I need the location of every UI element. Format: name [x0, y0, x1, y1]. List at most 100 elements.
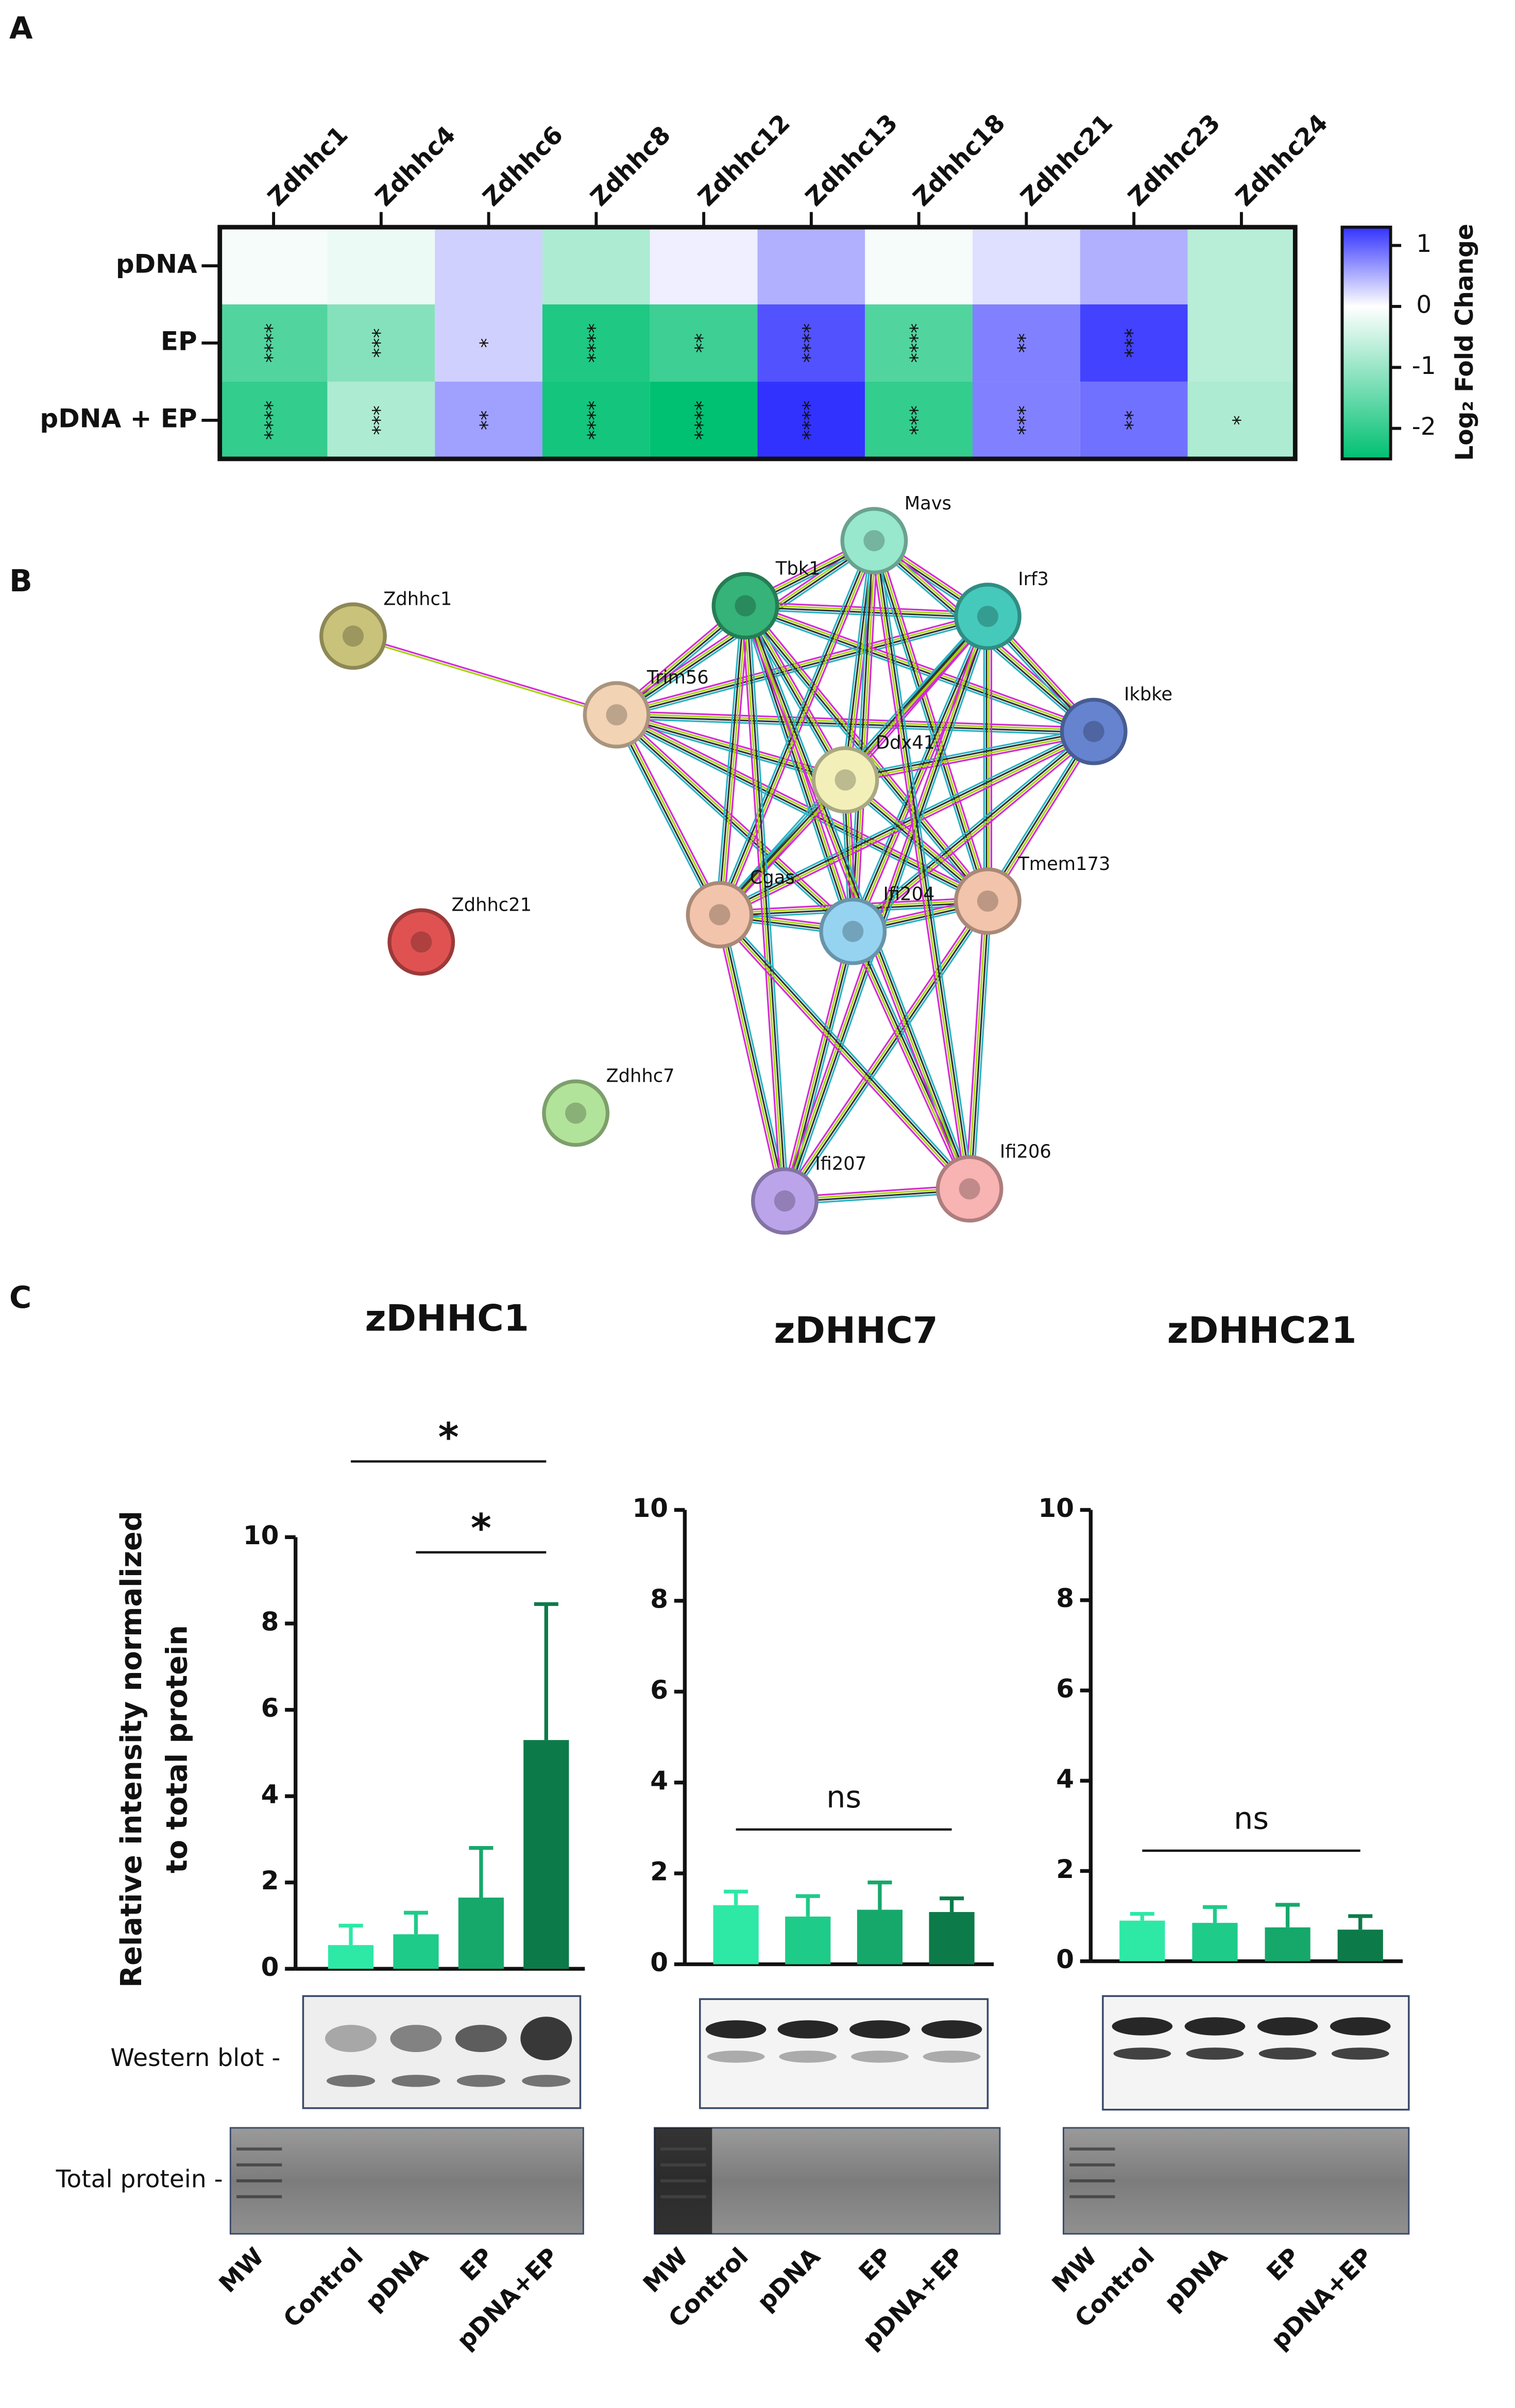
- heatmap-cell: [542, 381, 650, 459]
- error-bar: [469, 1846, 493, 1898]
- comparison-label: ns: [826, 1779, 861, 1815]
- error-bar: [534, 1602, 558, 1740]
- network-edge: [745, 605, 972, 1189]
- heatmap-cell: [1080, 304, 1188, 382]
- heatmap-cell: [435, 381, 542, 459]
- heatmap-cell: [219, 304, 328, 382]
- heatmap-cell: [327, 381, 435, 459]
- y-tick-label: 6: [261, 1693, 279, 1723]
- heatmap-cell: [435, 227, 542, 304]
- lane-label: Control: [278, 2243, 369, 2333]
- heatmap-cell: [1187, 227, 1296, 304]
- blot-band: [1113, 2047, 1171, 2060]
- network-edge: [743, 606, 969, 1190]
- network-edge: [721, 734, 1096, 919]
- lane-label: EP: [854, 2243, 898, 2287]
- network-edge: [743, 606, 785, 1201]
- y-tick-label: 8: [1056, 1583, 1074, 1613]
- network-edge: [870, 541, 967, 1190]
- column-label: Zdhhc1: [263, 121, 354, 212]
- network-edge: [618, 711, 856, 930]
- bar: [328, 1945, 374, 1969]
- y-tick-label: 10: [1038, 1493, 1074, 1523]
- network-edge: [874, 540, 972, 1189]
- network-edge: [720, 914, 787, 1201]
- network-edge: [617, 713, 855, 931]
- network-edge: [715, 915, 782, 1202]
- network-edge: [720, 731, 1095, 917]
- significance-label: ****: [799, 401, 822, 440]
- error-bar: [1275, 1903, 1300, 1927]
- network-edge: [787, 902, 992, 1204]
- panel-letter: A: [9, 10, 33, 46]
- bar: [458, 1898, 504, 1969]
- heatmap-cell: [757, 227, 865, 304]
- heatmap-cell: [542, 304, 650, 382]
- blot-band: [921, 2020, 982, 2039]
- network-edge: [615, 715, 853, 933]
- western-blot: [699, 1998, 989, 2109]
- significance-label: **: [1122, 411, 1145, 430]
- network-edge: [615, 612, 988, 712]
- column-label: Zdhhc12: [693, 109, 796, 212]
- blot-band: [456, 2075, 505, 2087]
- network-edge: [716, 916, 968, 1192]
- network-edge: [353, 634, 618, 715]
- error-bar: [1348, 1914, 1373, 1930]
- network-edge: [872, 540, 969, 1189]
- network-edge: [619, 712, 724, 914]
- network-edge: [972, 901, 993, 1189]
- heatmap-cell: [973, 227, 1080, 304]
- colorbar-tick-label: 0: [1416, 291, 1432, 319]
- significance-label: *: [476, 338, 499, 348]
- network-edge: [844, 727, 1094, 777]
- bar: [1265, 1927, 1310, 1961]
- node-label: Cgas: [750, 867, 795, 888]
- heatmap-cell: [865, 304, 973, 382]
- column-label: Zdhhc24: [1230, 109, 1333, 212]
- network-edge: [722, 541, 878, 917]
- heatmap-cell: [327, 227, 435, 304]
- node-structure: [565, 1102, 587, 1124]
- node-label: Ddx41: [876, 732, 935, 754]
- heatmap-cell: [542, 227, 650, 304]
- chart-title: zDHHC21: [1167, 1309, 1357, 1352]
- blot-band: [1257, 2017, 1318, 2036]
- y-tick-label: 6: [1056, 1673, 1074, 1703]
- lane-label: EP: [455, 2243, 499, 2287]
- network-edge: [722, 912, 973, 1187]
- heatmap-cell: [757, 304, 865, 382]
- heatmap-cell: [650, 381, 758, 459]
- heatmap-cell: [973, 381, 1080, 459]
- network-edge: [851, 616, 988, 931]
- network-edge: [352, 636, 617, 717]
- bar: [1192, 1923, 1238, 1961]
- error-bar: [795, 1894, 820, 1917]
- network-edge: [780, 614, 985, 1200]
- network-edge: [748, 604, 974, 1188]
- blot-band: [1184, 2017, 1246, 2036]
- heatmap-cell: [435, 304, 542, 382]
- y-tick-label: 8: [261, 1607, 279, 1636]
- column-label: Zdhhc4: [370, 121, 461, 212]
- network-edge: [850, 728, 1092, 930]
- node-label: Irf3: [1018, 569, 1049, 590]
- heatmap-cell: [865, 381, 973, 459]
- y-axis-label: Relative intensity normalized: [115, 1511, 148, 1988]
- lane-label: pDNA: [752, 2242, 826, 2316]
- comparison-label: *: [471, 1506, 491, 1552]
- blot-band: [520, 2017, 572, 2060]
- significance-label: ****: [584, 401, 607, 440]
- node-structure: [1083, 721, 1104, 742]
- significance-label: ***: [907, 405, 929, 435]
- heatmap-cell: [1187, 304, 1296, 382]
- total-protein-blot: [229, 2127, 584, 2235]
- y-tick-label: 6: [650, 1675, 668, 1705]
- bar: [929, 1912, 975, 1965]
- row-label: pDNA: [116, 249, 197, 279]
- node-structure: [606, 704, 627, 726]
- y-tick-label: 4: [1056, 1764, 1074, 1794]
- y-tick-label: 4: [261, 1780, 279, 1809]
- network-edge: [965, 900, 985, 1189]
- significance-label: **: [692, 333, 714, 353]
